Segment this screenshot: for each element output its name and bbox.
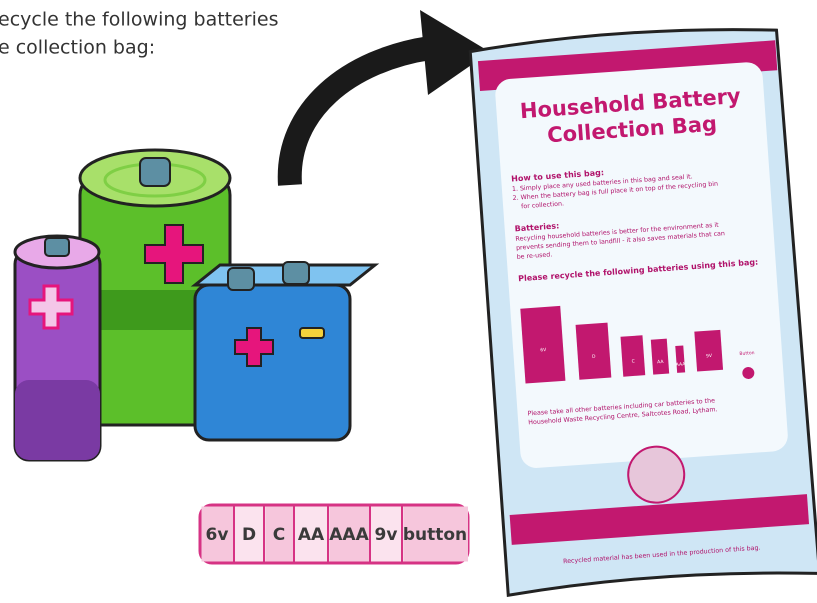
collection-bag: Household Battery Collection Bag How to … (470, 22, 817, 595)
table-cell: button (403, 525, 467, 545)
table-cell: 6v (206, 525, 229, 545)
nine-volt-battery (195, 262, 375, 440)
table-cell: D (242, 525, 256, 545)
bag-battery-icon (520, 306, 565, 384)
bag-battery-icon (621, 335, 646, 376)
table-cell: AAA (329, 525, 369, 545)
table-cell: AA (298, 525, 325, 545)
bag-battery-label: C (631, 358, 635, 364)
table-cell: 9v (375, 525, 398, 545)
bag-battery-icon (576, 323, 612, 380)
bag-battery-label: Button (739, 350, 755, 357)
aa-battery (15, 236, 100, 460)
arrow (290, 48, 430, 185)
bag-battery-label: AAA (676, 361, 687, 368)
intro-line: ecycle the following batteries (0, 9, 278, 31)
bag-battery-icon (651, 339, 669, 375)
illustration: ecycle the following batteries e collect… (0, 0, 817, 603)
table-cell: C (273, 525, 285, 545)
intro-line: e collection bag: (0, 37, 155, 59)
bag-battery-icon (694, 330, 723, 372)
